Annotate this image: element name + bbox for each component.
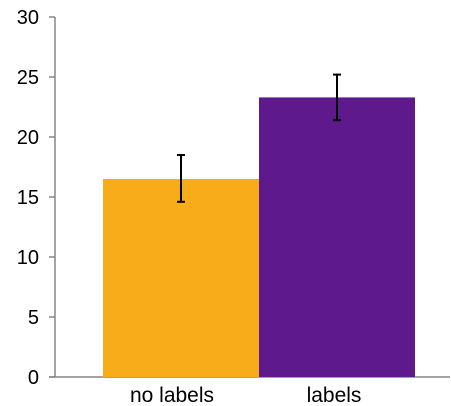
x-category-label: labels [307,384,362,406]
bars [103,97,415,378]
y-tick-label: 25 [17,67,39,89]
y-axis-ticks: 0 5 10 15 20 25 30 [17,7,55,389]
error-bar-labels [333,73,341,122]
y-tick-label: 10 [17,247,39,269]
x-axis-labels: no labels labels [130,384,361,406]
y-tick-label: 0 [28,367,39,389]
y-tick-label: 30 [17,7,39,29]
error-bar-no-labels [177,154,185,203]
x-category-label: no labels [130,384,214,406]
y-tick-label: 5 [28,307,39,329]
y-tick-label: 20 [17,127,39,149]
error-bars [177,73,341,203]
y-tick-label: 15 [17,187,39,209]
bar-labels [259,97,415,378]
bar-no-labels [103,179,259,377]
